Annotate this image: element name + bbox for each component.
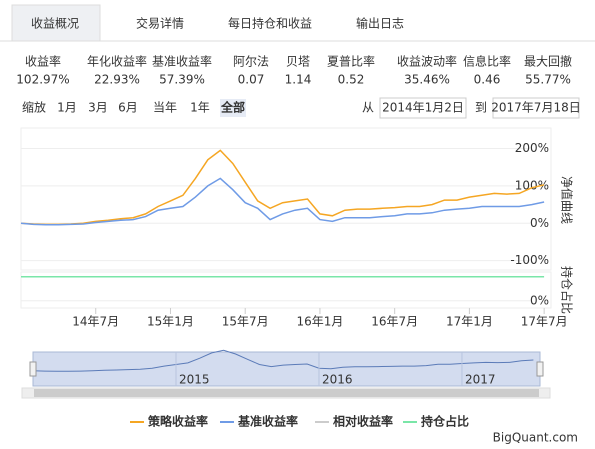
start-box[interactable] — [379, 97, 467, 119]
metric-value: 35.46% — [404, 73, 450, 87]
scrollbar-thumb[interactable] — [34, 389, 539, 397]
y-axis-label: 净值曲线 — [560, 176, 575, 224]
series-line — [20, 177, 545, 226]
end-date: 2017年7月18日 — [491, 101, 580, 115]
zoom-button[interactable]: 1年 — [190, 101, 210, 115]
metric-label: 夏普比率 — [327, 54, 375, 69]
zoom-button[interactable]: 6月 — [118, 101, 138, 115]
zoom-button-bg — [220, 99, 246, 117]
series-line — [20, 149, 545, 226]
metric-value: 57.39% — [159, 73, 205, 87]
zoom-button[interactable]: 全部 — [220, 100, 245, 115]
navigator-label: 2017 — [465, 373, 496, 387]
metric-value: 0.52 — [338, 73, 365, 87]
x-tick-label: 15年7月 — [222, 315, 269, 329]
navigator-label: 2015 — [179, 373, 210, 387]
navigator-line — [32, 349, 534, 372]
tab[interactable]: 输出日志 — [356, 16, 404, 31]
to-label: 到 — [475, 101, 487, 115]
legend-label[interactable]: 持仓占比 — [421, 414, 469, 429]
x-tick-label: 17年7月 — [521, 315, 568, 329]
metric-label: 阿尔法 — [233, 54, 269, 69]
tab[interactable]: 每日持仓和收益 — [228, 16, 312, 31]
metric-label: 收益波动率 — [397, 54, 457, 69]
y-tick-label: -100% — [510, 253, 549, 267]
x-tick-label: 16年7月 — [371, 315, 418, 329]
position-frame — [20, 271, 552, 309]
x-tick-label: 17年1月 — [446, 315, 493, 329]
navigator-handle-left[interactable] — [29, 361, 37, 377]
x-tick-label: 14年7月 — [72, 315, 119, 329]
metric-value: 102.97% — [16, 73, 69, 87]
metric-label: 信息比率 — [463, 54, 511, 69]
tab[interactable]: 交易详情 — [136, 16, 184, 31]
metric-label: 收益率 — [25, 54, 61, 69]
from-label: 从 — [362, 101, 374, 115]
tab[interactable]: 收益概况 — [31, 17, 79, 31]
metric-label: 最大回撤 — [524, 54, 572, 69]
y-tick-label: 200% — [515, 141, 549, 155]
legend-label[interactable]: 相对收益率 — [333, 414, 393, 429]
y2-axis-label: 持仓占比 — [560, 266, 575, 314]
navigator-label: 2016 — [322, 373, 353, 387]
y-tick-label: 0% — [530, 216, 549, 230]
navigator-handle-right[interactable] — [536, 361, 544, 377]
metric-label: 基准收益率 — [152, 54, 212, 69]
footer: BigQuant.com — [493, 431, 578, 445]
y2-tick-label: 0% — [530, 293, 549, 307]
start-date: 2014年1月2日 — [382, 101, 464, 115]
navigator-window — [32, 351, 541, 387]
zoom-button[interactable]: 当年 — [153, 101, 177, 115]
metric-value: 55.77% — [525, 73, 571, 87]
metric-value: 0.07 — [238, 73, 265, 87]
metric-value: 1.14 — [285, 73, 312, 87]
legend-label[interactable]: 基准收益率 — [237, 414, 298, 429]
plot-frame — [20, 127, 552, 271]
metric-value: 0.46 — [474, 73, 501, 87]
zoom-label: 缩放 — [22, 100, 46, 115]
zoom-button[interactable]: 1月 — [57, 101, 77, 115]
metric-label: 年化收益率 — [87, 54, 147, 69]
y-tick-label: 100% — [515, 178, 549, 192]
x-tick-label: 15年1月 — [147, 315, 194, 329]
metric-value: 22.93% — [94, 73, 140, 87]
active-tab-bg — [11, 4, 101, 42]
end-box[interactable] — [492, 97, 580, 119]
metric-label: 贝塔 — [286, 55, 310, 69]
zoom-button[interactable]: 3月 — [88, 101, 108, 115]
x-tick-label: 16年1月 — [296, 315, 343, 329]
legend-label[interactable]: 策略收益率 — [148, 414, 208, 429]
